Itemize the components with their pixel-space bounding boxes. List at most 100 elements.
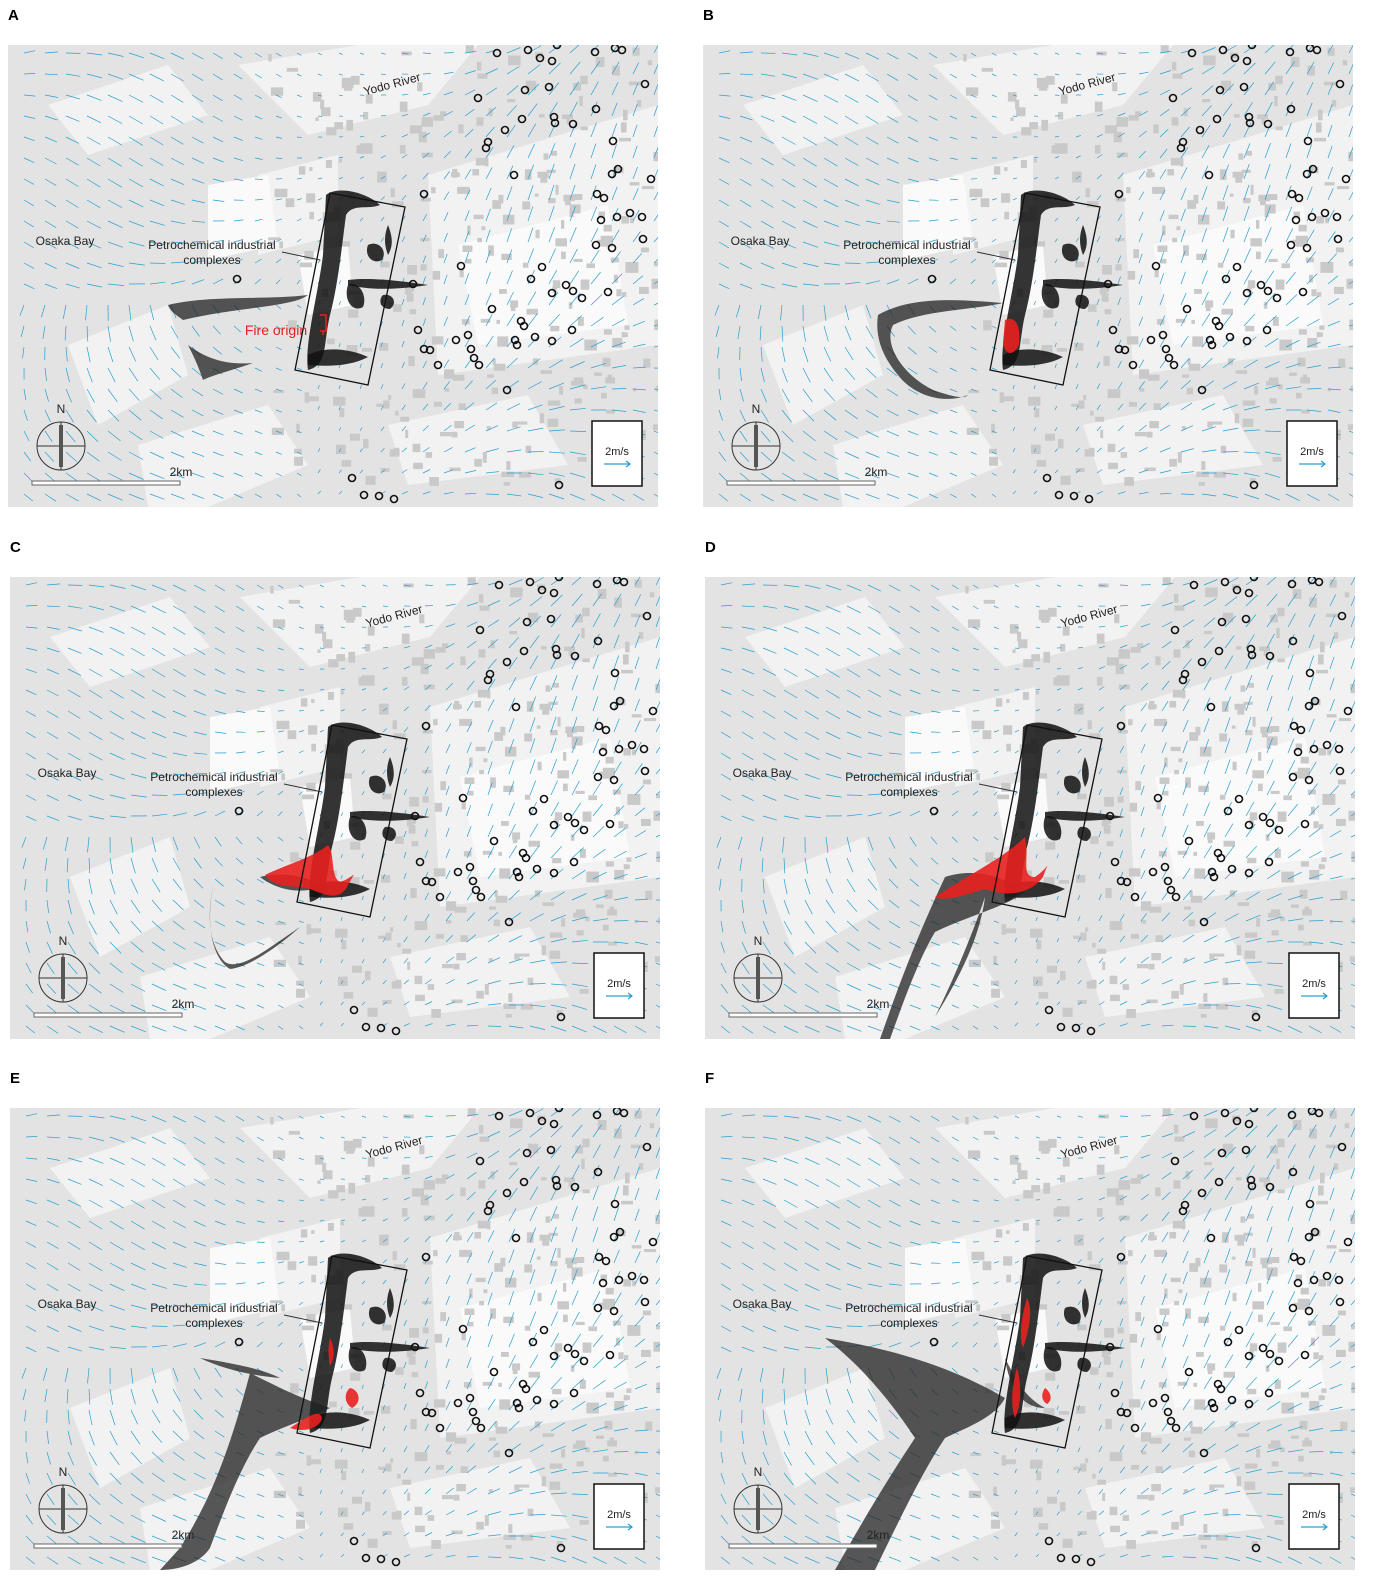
monitoring-site (549, 588, 559, 598)
monitoring-site (608, 136, 618, 146)
monitoring-site (551, 1175, 561, 1185)
monitoring-site (523, 45, 533, 55)
bay-label: Osaka Bay (38, 1297, 97, 1311)
monitoring-site (568, 286, 578, 296)
monitoring-site (1153, 793, 1163, 803)
monitoring-site (1232, 1116, 1242, 1126)
monitoring-site (1302, 169, 1312, 179)
monitoring-site (1289, 721, 1299, 731)
monitoring-site (549, 820, 559, 830)
monitoring-site (521, 853, 531, 863)
monitoring-site (361, 1022, 371, 1032)
monitoring-site (1128, 360, 1138, 370)
monitoring-site (1166, 885, 1176, 895)
monitoring-site (517, 114, 527, 124)
monitoring-site (1197, 385, 1207, 395)
monitoring-site (419, 189, 429, 199)
monitoring-site (1206, 702, 1216, 712)
leader-line (283, 1314, 323, 1324)
monitoring-site (547, 288, 557, 298)
monitoring-site (376, 1554, 386, 1564)
monitoring-site (607, 169, 617, 179)
monitoring-site (1130, 892, 1140, 902)
monitoring-site (1209, 872, 1219, 882)
monitoring-site (554, 480, 564, 490)
monitoring-site (1286, 104, 1296, 114)
monitoring-site (458, 1324, 468, 1334)
monitoring-site (466, 344, 476, 354)
monitoring-site (458, 793, 468, 803)
monitoring-site (1170, 1156, 1180, 1166)
monitoring-site (1168, 93, 1178, 103)
monitoring-site (1223, 806, 1233, 816)
monitoring-site (391, 1026, 401, 1036)
monitoring-site (1160, 1393, 1170, 1403)
complex-label: complexes (185, 785, 242, 799)
monitoring-site (494, 1111, 504, 1121)
smoke-plume (825, 1338, 1045, 1570)
monitoring-site (639, 1275, 649, 1285)
monitoring-site (594, 1252, 604, 1262)
monitoring-site (1207, 867, 1217, 877)
monitoring-site (349, 1005, 359, 1015)
panel-letter: E (10, 1070, 21, 1087)
monitoring-site (1214, 1177, 1224, 1187)
monitoring-site (1216, 853, 1226, 863)
monitoring-site (504, 1448, 514, 1458)
monitoring-site (1178, 675, 1188, 685)
fire-area (935, 837, 1048, 899)
monitoring-site (1197, 1188, 1207, 1198)
wind-scale-label: 2m/s (605, 446, 629, 458)
wind-vectors (716, 577, 1355, 1034)
scale-bar (31, 480, 181, 486)
wind-legend (1288, 1483, 1340, 1550)
monitoring-site (1206, 1233, 1216, 1243)
land (50, 1108, 660, 1570)
monitoring-site (563, 812, 573, 822)
monitoring-site (1171, 892, 1181, 902)
monitoring-site (1286, 240, 1296, 250)
monitoring-site (570, 1349, 580, 1359)
monitoring-site (413, 325, 423, 335)
monitoring-site (349, 1536, 359, 1546)
monitoring-site (1054, 490, 1064, 500)
monitoring-site (1189, 1111, 1199, 1121)
monitoring-site (539, 1325, 549, 1335)
monitoring-site (1225, 332, 1235, 342)
monitoring-site (1148, 1398, 1158, 1408)
monitoring-site (1263, 286, 1273, 296)
monitoring-site (1305, 1199, 1315, 1209)
monitoring-site (1334, 744, 1344, 754)
scale-bar (728, 1012, 878, 1018)
wind-vectors (19, 45, 658, 502)
monitoring-site (1239, 82, 1249, 92)
monitoring-site (592, 579, 602, 589)
panel-letter: A (8, 7, 19, 24)
monitoring-site (1209, 1403, 1219, 1413)
monitoring-site (598, 1278, 608, 1288)
monitoring-site (570, 818, 580, 828)
land (48, 45, 658, 507)
monitoring-site (1178, 1206, 1188, 1216)
monitoring-site (1241, 614, 1251, 624)
complex-label: complexes (878, 253, 935, 267)
north-label: N (59, 1465, 68, 1479)
monitoring-site (510, 335, 520, 345)
monitoring-site (556, 1012, 566, 1022)
monitoring-site (419, 344, 429, 354)
smoke-plume (1004, 1253, 1077, 1433)
monitoring-site (1262, 325, 1272, 335)
monitoring-site (421, 1407, 431, 1417)
scale-label: 2km (172, 997, 195, 1011)
monitoring-site (504, 917, 514, 927)
smoke-plume (310, 1341, 430, 1429)
monitoring-site (492, 48, 502, 58)
monitoring-site (1215, 85, 1225, 95)
monitoring-site (1337, 1142, 1347, 1152)
wind-scale-arrow (1301, 1523, 1328, 1531)
complex-label: complexes (880, 1316, 937, 1330)
